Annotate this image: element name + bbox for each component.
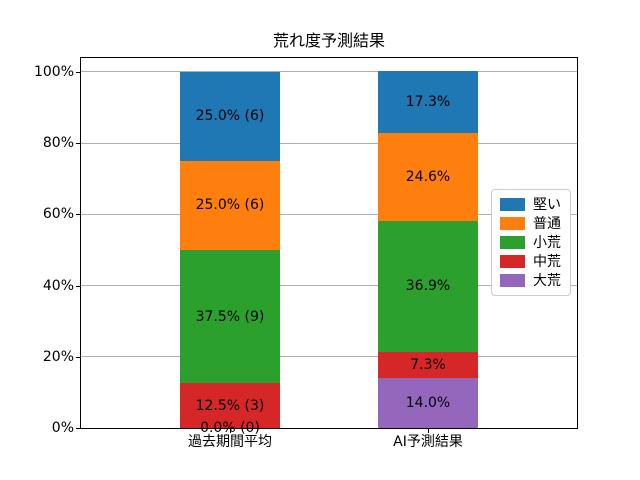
gridline [81,213,577,215]
y-tick-label: 20% [42,348,74,365]
legend-swatch [500,255,525,268]
bar-segment-label: 24.6% [405,168,451,185]
bar-segment [180,160,280,250]
y-tick-label: 60% [42,206,74,223]
legend-swatch [500,198,525,211]
bar-segment [180,71,280,161]
legend-swatch [500,274,525,287]
legend-swatch [500,236,525,249]
gridline [81,142,577,144]
bar-segment-label: 14.0% [405,395,451,412]
bar-segment [378,220,478,353]
x-tick-label: AI予測結果 [393,434,463,450]
bar-segment-label: 36.9% [405,278,451,295]
y-tick-mark [76,143,80,145]
legend-item: 大荒 [500,271,561,290]
legend-label: 堅い [533,196,561,213]
bar-segment-label: 0.0% (0) [200,419,260,436]
y-tick-mark [76,285,80,287]
gridline [81,356,577,358]
legend-label: 普通 [533,215,561,232]
bar-segment [378,352,478,379]
x-tick-mark [230,429,231,433]
legend-label: 小荒 [533,234,561,251]
bar-segment-label: 25.0% (6) [195,108,265,125]
bar-segment [180,383,280,428]
legend-label: 大荒 [533,272,561,289]
y-tick-mark [76,214,80,216]
y-tick-mark [76,356,80,358]
x-tick-label: 過去期間平均 [188,434,272,450]
bar-segment-label: 7.3% [410,357,446,374]
bar-segment-label: 25.0% (6) [195,197,265,214]
legend-swatch [500,217,525,230]
legend-item: 普通 [500,214,561,233]
legend-item: 小荒 [500,233,561,252]
bar-segment [378,378,478,428]
y-tick-label: 40% [42,277,74,294]
bar-segment [378,71,478,134]
gridline [81,285,577,287]
y-tick-label: 0% [51,420,74,436]
bar-segment [180,249,280,384]
legend-label: 中荒 [533,253,561,270]
y-tick-label: 100% [33,63,74,80]
y-tick-mark [76,428,80,429]
legend-item: 堅い [500,195,561,214]
legend-item: 中荒 [500,252,561,271]
y-tick-label: 80% [42,135,74,152]
bar-segment-label: 37.5% (9) [195,308,265,325]
bar-segment [378,133,478,221]
y-tick-mark [76,71,80,73]
chart-title: 荒れ度予測結果 [272,31,385,50]
x-tick-mark [428,429,429,433]
legend: 堅い普通小荒中荒大荒 [491,189,571,296]
bar-segment-label: 17.3% [405,94,451,111]
bar-segment-label: 12.5% (3) [195,397,265,414]
gridline [81,71,577,73]
